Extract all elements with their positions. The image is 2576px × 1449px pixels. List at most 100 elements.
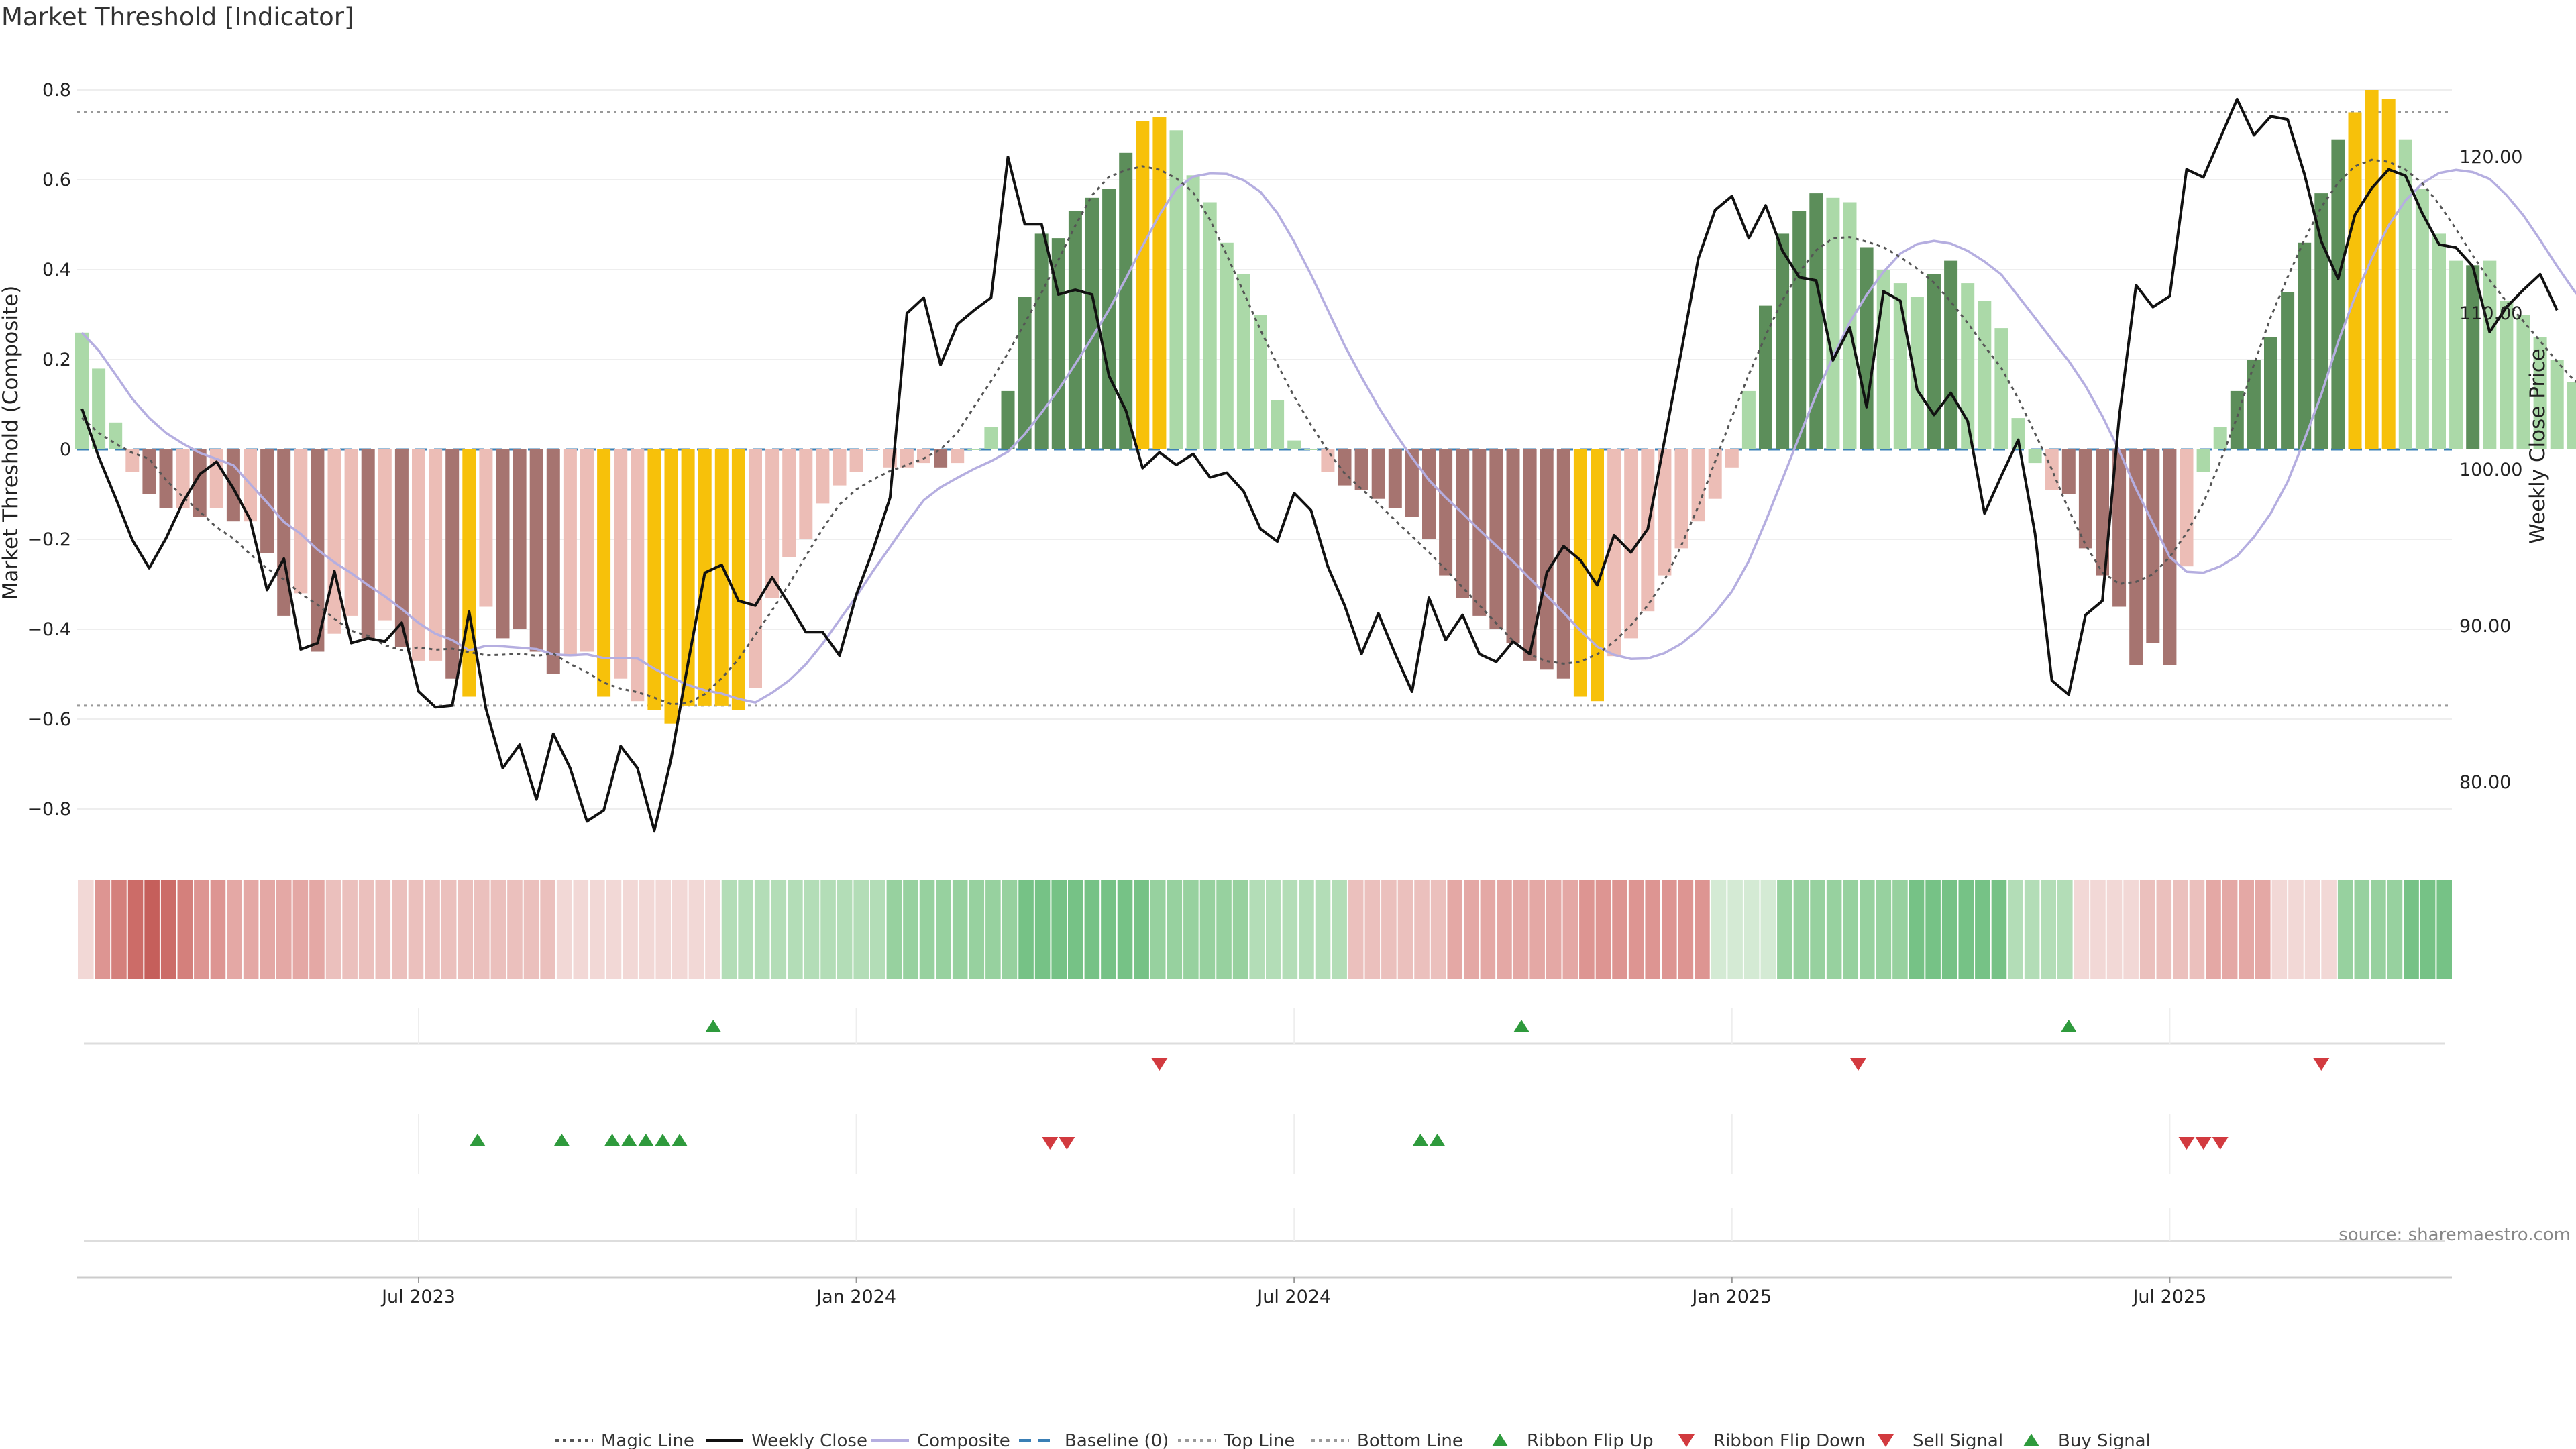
composite-bar xyxy=(782,449,796,557)
composite-bar xyxy=(2500,301,2514,449)
composite-bar xyxy=(1354,449,1368,490)
ribbon-cell xyxy=(655,880,671,979)
ribbon-cell xyxy=(1843,880,1858,979)
composite-bar xyxy=(394,449,409,647)
ribbon-cell xyxy=(1068,880,1083,979)
ribbon-cell xyxy=(474,880,490,979)
composite-bar xyxy=(1388,449,1402,508)
ribbon-cell xyxy=(458,880,473,979)
ribbon-cell xyxy=(408,880,424,979)
ribbon-cell xyxy=(738,880,753,979)
composite-bar xyxy=(1893,283,1907,449)
ribbon-cell xyxy=(260,880,275,979)
composite-bar xyxy=(1792,211,1807,449)
ribbon-cell xyxy=(2420,880,2436,979)
ribbon-cell xyxy=(490,880,506,979)
ribbon-cell xyxy=(936,880,951,979)
ribbon-cell xyxy=(1876,880,1892,979)
left-tick-label: −0.2 xyxy=(27,529,71,550)
composite-bar xyxy=(1472,449,1487,616)
x-tick-label: Jul 2024 xyxy=(1256,1287,1331,1307)
composite-bar xyxy=(529,449,543,652)
ribbon-cell xyxy=(2387,880,2403,979)
ribbon-cell xyxy=(358,880,374,979)
ribbon-cell xyxy=(2288,880,2304,979)
composite-bar xyxy=(1624,449,1638,639)
composite-bar xyxy=(1691,449,1705,522)
sell-signal-marker xyxy=(2212,1137,2229,1150)
ribbon-cell xyxy=(2371,880,2386,979)
composite-bar xyxy=(934,449,948,468)
ribbon-cell xyxy=(623,880,638,979)
ribbon-cell xyxy=(194,880,209,979)
ribbon-cell xyxy=(160,880,176,979)
ribbon-flip-markers xyxy=(705,1020,2330,1071)
left-tick-label: 0.4 xyxy=(42,260,71,280)
composite-bar xyxy=(1658,449,1672,576)
ribbon-cell xyxy=(1150,880,1166,979)
composite-bar xyxy=(1371,449,1385,499)
composite-bar xyxy=(2516,315,2530,449)
ribbon-cell xyxy=(392,880,407,979)
ribbon-cell xyxy=(1909,880,1925,979)
ribbon-cell xyxy=(1628,880,1644,979)
ribbon-cell xyxy=(111,880,127,979)
right-axis-label: Weekly Close Price xyxy=(2526,348,2550,544)
ribbon-cell xyxy=(1232,880,1248,979)
buy-signal-marker xyxy=(1429,1134,1446,1146)
ribbon-cell xyxy=(325,880,341,979)
composite-bar xyxy=(951,449,965,464)
left-tick-label: 0.2 xyxy=(42,350,71,370)
ribbon-cell xyxy=(1777,880,1792,979)
ribbon-panel xyxy=(78,880,2452,979)
right-tick-label: 80.00 xyxy=(2459,772,2511,793)
composite-bar xyxy=(1152,117,1167,449)
legend-swatch xyxy=(2023,1434,2039,1446)
composite-bar xyxy=(2331,139,2345,449)
ribbon-cell xyxy=(1447,880,1462,979)
ribbon-cell xyxy=(1299,880,1314,979)
legend-item: Top Line xyxy=(1178,1431,1295,1449)
ribbon-cell xyxy=(573,880,589,979)
composite-bar xyxy=(2432,233,2446,449)
composite-bar xyxy=(2045,449,2059,490)
ribbon-cell xyxy=(2206,880,2221,979)
ribbon-cell xyxy=(1662,880,1677,979)
ribbon-cell xyxy=(788,880,803,979)
composite-bar xyxy=(1439,449,1453,576)
ribbon-cell xyxy=(1002,880,1018,979)
composite-bar xyxy=(1456,449,1470,598)
right-tick-label: 90.00 xyxy=(2459,616,2511,637)
composite-bar xyxy=(1321,449,1335,472)
composite-bar xyxy=(75,332,89,449)
sell-signal-marker xyxy=(2195,1137,2212,1150)
composite-bar xyxy=(1119,152,1133,450)
ribbon-cell xyxy=(2008,880,2023,979)
ribbon-cell xyxy=(1711,880,1727,979)
ribbon-cell xyxy=(2156,880,2172,979)
composite-bar xyxy=(2146,449,2160,643)
composite-bar xyxy=(2348,112,2362,449)
ribbon-cell xyxy=(540,880,555,979)
composite-bar xyxy=(1523,449,1537,661)
ribbon-cell xyxy=(2041,880,2056,979)
ribbon-cell xyxy=(1018,880,1034,979)
ribbon-cell xyxy=(127,880,144,979)
composite-bar xyxy=(2314,193,2328,449)
composite-bar xyxy=(765,449,780,598)
composite-bar xyxy=(327,449,341,634)
ribbon-cell xyxy=(1529,880,1545,979)
ribbon-cell xyxy=(1810,880,1825,979)
ribbon-cell xyxy=(754,880,770,979)
ribbon-flip-down-marker xyxy=(1151,1058,1168,1071)
right-axis-ticks: 80.00 90.00 100.00 110.00 120.00 xyxy=(2459,147,2522,793)
composite-bar xyxy=(294,449,308,594)
ribbon-cell xyxy=(1958,880,1974,979)
main-panel: −0.8 −0.6 −0.4 −0.2 0 0.2 0.4 0.6 0.8 80.00 90.00… xyxy=(0,80,2576,833)
composite-bar xyxy=(2129,449,2143,665)
left-tick-label: 0.8 xyxy=(42,80,71,101)
ribbon-cell xyxy=(639,880,655,979)
composite-bar xyxy=(984,427,998,449)
ribbon-cell xyxy=(870,880,885,979)
